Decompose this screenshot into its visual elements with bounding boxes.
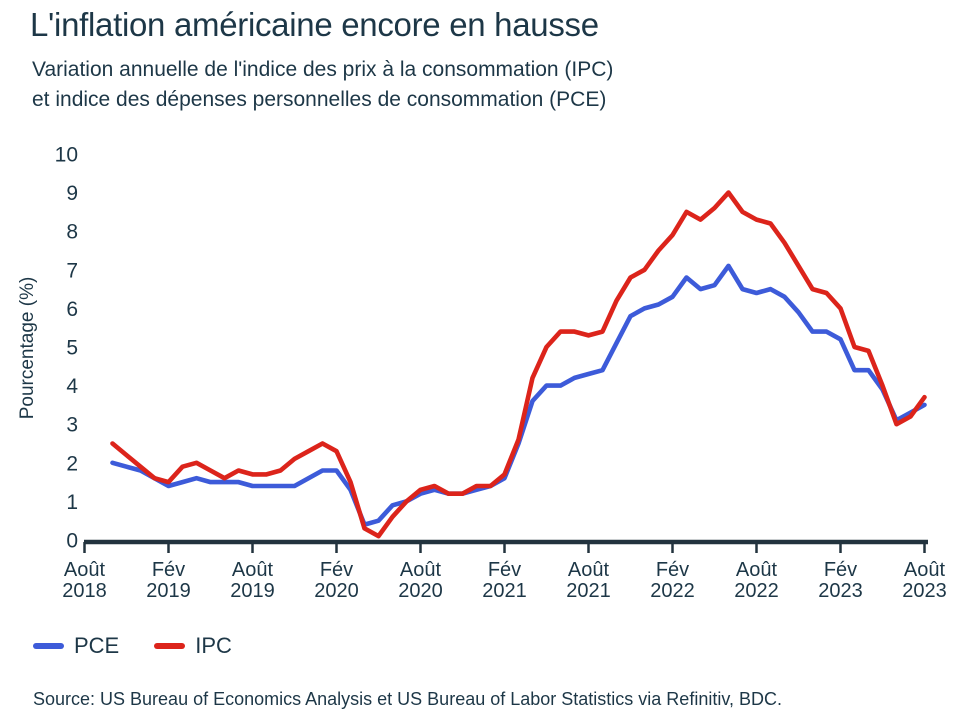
x-axis-tick-label: Fév 2019 xyxy=(146,559,191,602)
y-axis-tick-label: 8 xyxy=(66,221,78,244)
x-axis-tick-label: Fév 2022 xyxy=(650,559,695,602)
legend-item-pce: PCE xyxy=(33,633,119,659)
x-axis-tick-label: Août 2022 xyxy=(734,559,779,602)
y-axis-tick-label: 4 xyxy=(66,375,78,398)
page-title: L'inflation américaine encore en hausse xyxy=(30,6,599,43)
pce-line xyxy=(110,263,927,527)
y-axis-tick-label: 0 xyxy=(66,530,78,553)
source-text: Source: US Bureau of Economics Analysis … xyxy=(33,689,782,709)
chart-subtitle-line2: et indice des dépenses personnelles de c… xyxy=(32,88,607,111)
x-axis-tick-label: Fév 2021 xyxy=(482,559,527,602)
y-axis-tick-label: 3 xyxy=(66,414,78,437)
x-axis-tick-label: Août 2023 xyxy=(902,559,947,602)
x-axis-tick-label: Août 2021 xyxy=(566,559,611,602)
chart-legend: PCE IPC xyxy=(33,632,232,660)
y-axis-tick-label: 7 xyxy=(66,259,78,282)
x-axis-tick-label: Fév 2023 xyxy=(818,559,863,602)
x-axis-tick-label: Août 2019 xyxy=(230,559,275,602)
ipc-line xyxy=(110,190,927,539)
pce-line-swatch xyxy=(33,642,64,650)
x-axis-tick-label: Août 2018 xyxy=(62,559,107,602)
y-axis-tick-label: 1 xyxy=(66,491,78,514)
inflation-line-chart: 0 1 2 3 4 5 6 7 8 9 10 Pourcentage (%) Août 2018 Fév 20… xyxy=(17,144,947,603)
legend-label-pce: PCE xyxy=(74,633,120,658)
y-axis-tick-label: 2 xyxy=(66,452,78,475)
y-axis-tick-label: 10 xyxy=(55,144,78,167)
x-axis-tick-label: Fév 2020 xyxy=(314,559,359,602)
chart-area: 0 1 2 3 4 5 6 7 8 9 10 Pourcentage (%) Août 2018 Fév 20… xyxy=(0,130,960,610)
legend-label-ipc: IPC xyxy=(195,633,232,658)
chart-subtitle: Variation annuelle de l'indice des prix … xyxy=(32,55,613,115)
y-axis-title: Pourcentage (%) xyxy=(17,277,38,420)
y-axis-tick-label: 6 xyxy=(66,298,78,321)
x-axis-tick-label: Août 2020 xyxy=(398,559,443,602)
y-axis-tick-label: 5 xyxy=(66,337,78,360)
chart-subtitle-line1: Variation annuelle de l'indice des prix … xyxy=(32,58,614,81)
ipc-line-swatch xyxy=(154,642,186,650)
legend-item-ipc: IPC xyxy=(154,633,232,659)
y-axis-tick-label: 9 xyxy=(66,182,78,205)
